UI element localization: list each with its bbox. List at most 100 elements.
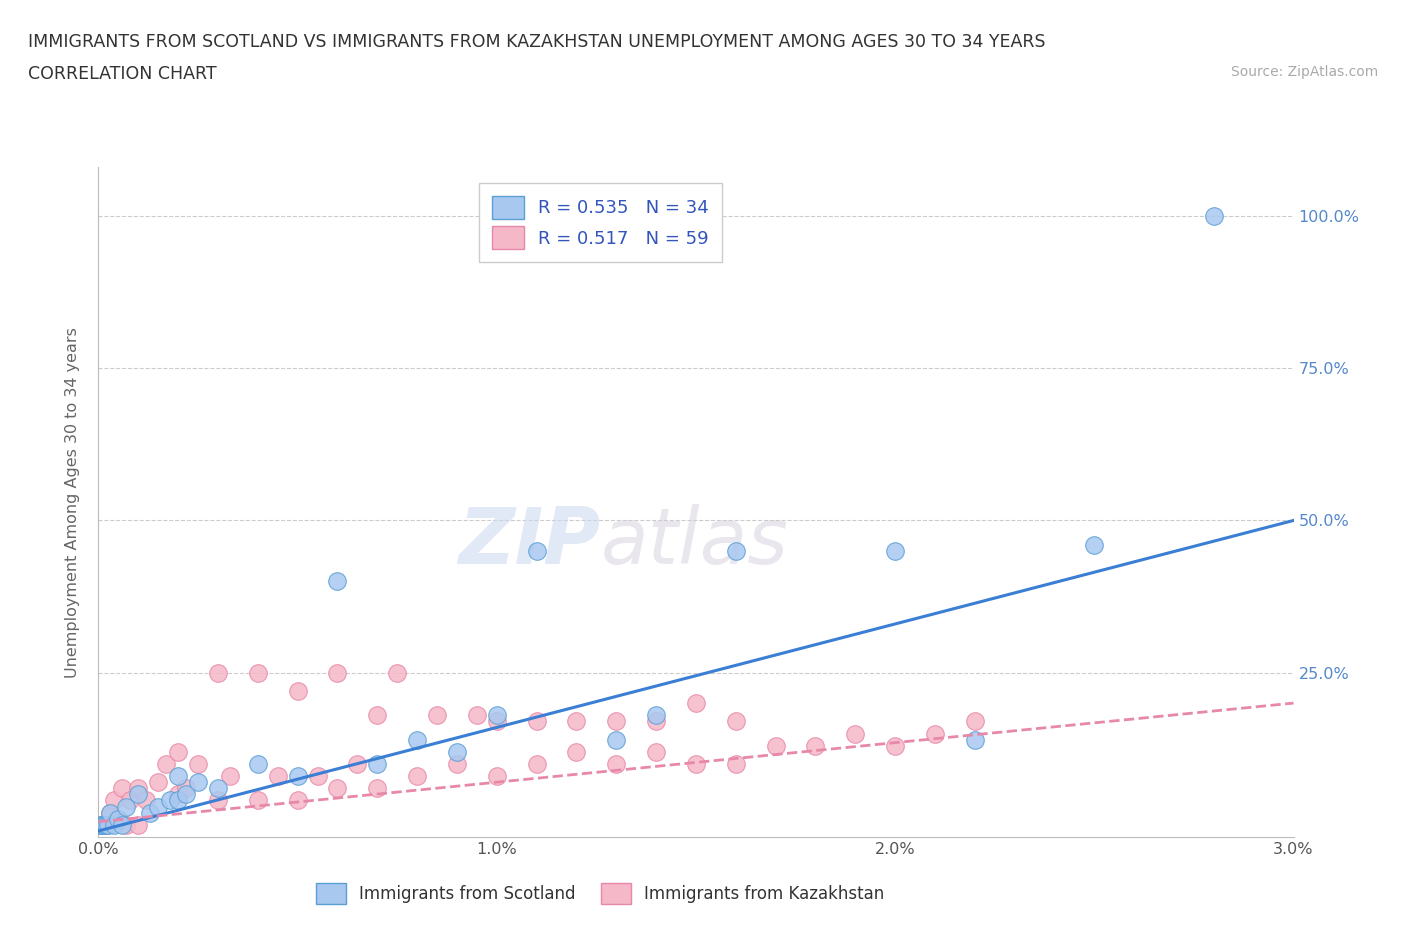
Point: [93, 817, 115, 832]
Point: [366, 708, 388, 723]
Point: [844, 726, 866, 741]
Point: [924, 726, 946, 741]
Text: IMMIGRANTS FROM SCOTLAND VS IMMIGRANTS FROM KAZAKHSTAN UNEMPLOYMENT AMONG AGES 3: IMMIGRANTS FROM SCOTLAND VS IMMIGRANTS F…: [28, 33, 1046, 50]
Point: [685, 696, 707, 711]
Point: [724, 543, 747, 558]
Point: [174, 787, 197, 802]
Point: [485, 708, 508, 723]
Point: [174, 781, 197, 796]
Point: [103, 817, 125, 832]
Point: [246, 665, 269, 680]
Point: [91, 817, 114, 832]
Point: [97, 817, 120, 832]
Point: [111, 817, 134, 832]
Point: [120, 793, 142, 808]
Point: [148, 775, 170, 790]
Point: [326, 665, 349, 680]
Point: [96, 817, 118, 832]
Point: [287, 793, 309, 808]
Point: [426, 708, 449, 723]
Point: [127, 817, 149, 832]
Point: [115, 817, 138, 832]
Point: [267, 769, 290, 784]
Point: [884, 738, 907, 753]
Point: [207, 665, 229, 680]
Point: [485, 769, 508, 784]
Point: [565, 714, 588, 729]
Point: [97, 817, 120, 832]
Point: [963, 732, 986, 747]
Point: [446, 756, 468, 771]
Text: CORRELATION CHART: CORRELATION CHART: [28, 65, 217, 83]
Point: [167, 769, 190, 784]
Point: [148, 799, 170, 814]
Text: ZIP: ZIP: [458, 504, 600, 580]
Point: [804, 738, 827, 753]
Point: [107, 811, 129, 826]
Point: [326, 574, 349, 589]
Point: [307, 769, 329, 784]
Point: [1083, 538, 1105, 552]
Point: [167, 744, 190, 759]
Point: [207, 793, 229, 808]
Point: [89, 817, 111, 832]
Legend: Immigrants from Scotland, Immigrants from Kazakhstan: Immigrants from Scotland, Immigrants fro…: [305, 871, 896, 916]
Point: [103, 793, 125, 808]
Point: [287, 769, 309, 784]
Point: [884, 543, 907, 558]
Point: [605, 714, 627, 729]
Point: [287, 684, 309, 698]
Point: [155, 756, 177, 771]
Point: [605, 732, 627, 747]
Y-axis label: Unemployment Among Ages 30 to 34 years: Unemployment Among Ages 30 to 34 years: [65, 326, 80, 678]
Point: [526, 714, 548, 729]
Text: Source: ZipAtlas.com: Source: ZipAtlas.com: [1230, 65, 1378, 79]
Point: [645, 744, 668, 759]
Point: [111, 781, 134, 796]
Point: [366, 781, 388, 796]
Point: [326, 781, 349, 796]
Point: [685, 756, 707, 771]
Point: [135, 793, 157, 808]
Point: [115, 799, 138, 814]
Point: [346, 756, 368, 771]
Point: [526, 543, 548, 558]
Point: [645, 714, 668, 729]
Point: [187, 756, 209, 771]
Point: [98, 805, 122, 820]
Point: [167, 793, 190, 808]
Point: [485, 714, 508, 729]
Point: [98, 805, 122, 820]
Point: [167, 787, 190, 802]
Point: [246, 756, 269, 771]
Point: [96, 817, 118, 832]
Point: [91, 817, 114, 832]
Point: [159, 793, 181, 808]
Point: [207, 781, 229, 796]
Point: [724, 756, 747, 771]
Point: [107, 811, 129, 826]
Point: [605, 756, 627, 771]
Point: [526, 756, 548, 771]
Point: [385, 665, 409, 680]
Text: atlas: atlas: [600, 504, 789, 580]
Point: [127, 787, 149, 802]
Point: [366, 756, 388, 771]
Point: [219, 769, 242, 784]
Point: [406, 769, 429, 784]
Point: [93, 817, 115, 832]
Point: [127, 781, 149, 796]
Point: [406, 732, 429, 747]
Point: [765, 738, 787, 753]
Point: [446, 744, 468, 759]
Point: [187, 775, 209, 790]
Point: [139, 805, 162, 820]
Point: [565, 744, 588, 759]
Point: [724, 714, 747, 729]
Point: [89, 817, 111, 832]
Point: [1202, 208, 1225, 223]
Point: [465, 708, 488, 723]
Point: [246, 793, 269, 808]
Point: [645, 708, 668, 723]
Point: [963, 714, 986, 729]
